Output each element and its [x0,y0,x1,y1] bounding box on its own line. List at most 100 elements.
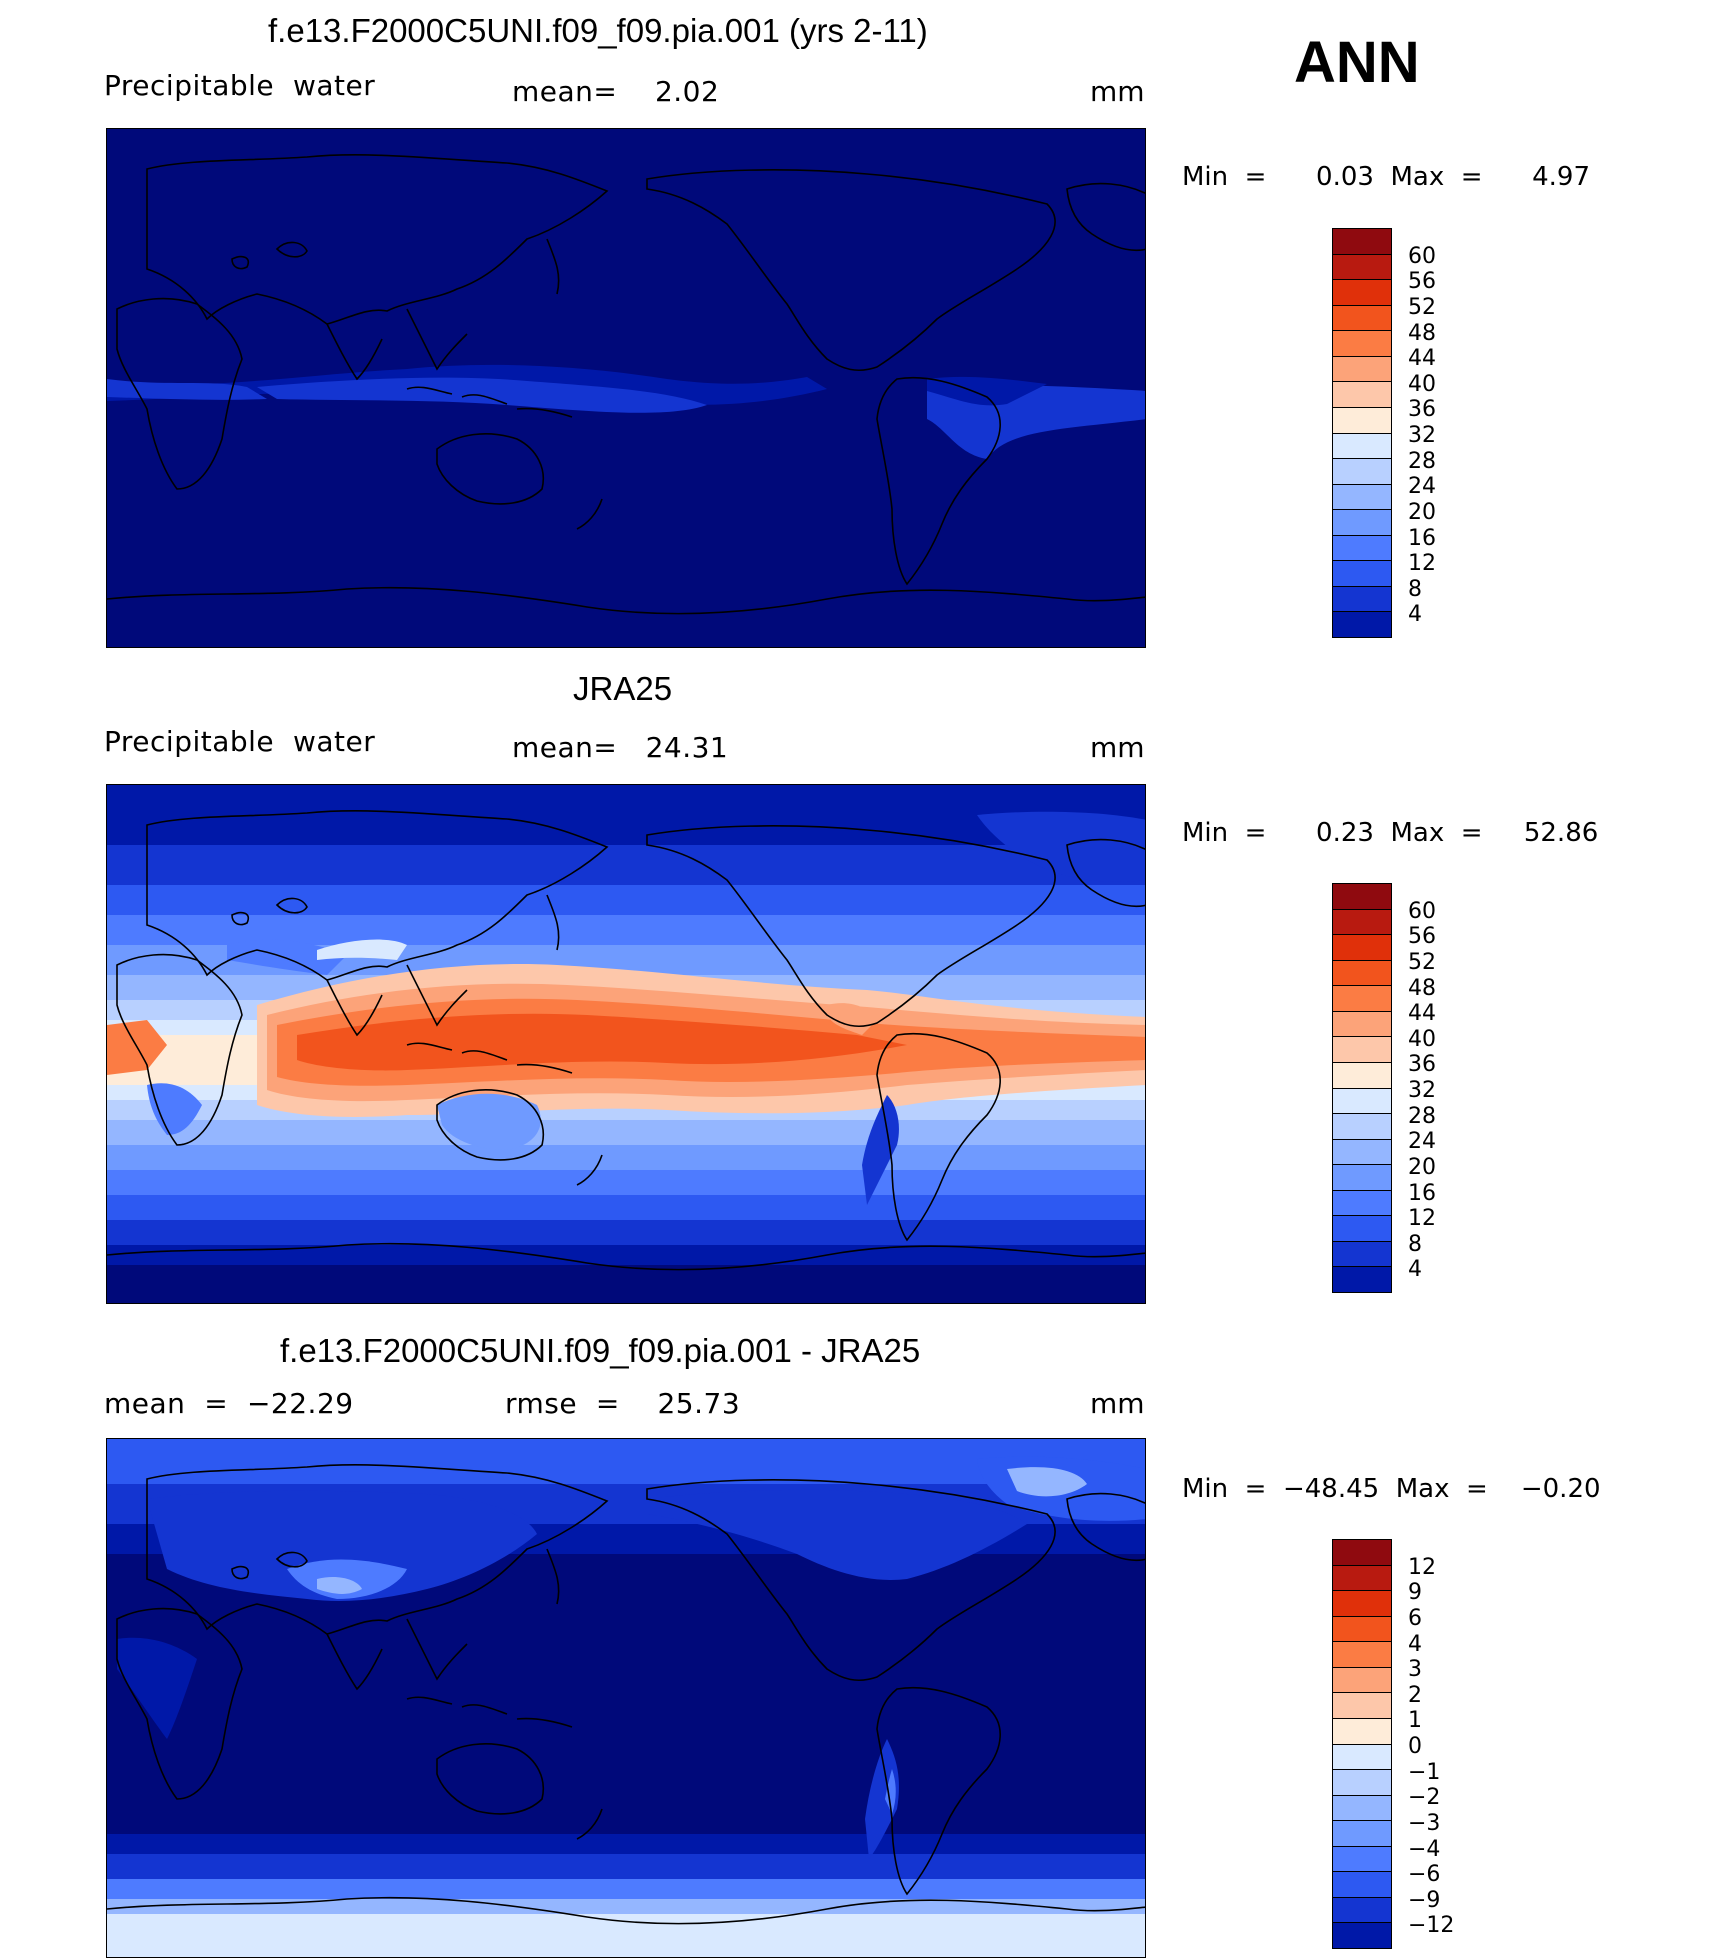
colorbar-swatch [1333,1010,1391,1037]
colorbar-label: 56 [1408,924,1436,950]
colorbar-label: 32 [1408,1078,1436,1103]
colorbar-swatch [1333,1215,1391,1241]
colorbar-swatch [1333,1590,1391,1616]
colorbar-swatch [1333,330,1391,356]
colorbar-swatch [1333,1871,1391,1897]
colorbar-label: 16 [1408,1180,1436,1206]
colorbar-swatch [1333,1769,1391,1795]
colorbar-swatch [1333,985,1391,1011]
colorbar-swatch [1333,534,1391,561]
panel1-variable-label: Precipitable water [104,69,376,102]
colorbar-swatch [1333,1240,1391,1267]
colorbar-swatch [1333,1641,1391,1667]
colorbar-label: 0 [1408,1734,1422,1759]
colorbar-swatch [1333,1743,1391,1770]
panel1-minmax: Min = 0.03 Max = 4.97 [1182,162,1591,192]
colorbar-swatch [1333,884,1391,909]
colorbar-swatch [1333,585,1391,612]
colorbar-swatch [1333,1692,1391,1718]
panel2-units: mm [1090,731,1145,764]
colorbar-swatch [1333,959,1391,986]
colorbar-swatch [1333,406,1391,433]
colorbar-label: 8 [1408,1231,1422,1257]
panel3-coastlines [107,1464,1145,1925]
colorbar-label: 60 [1408,243,1436,269]
panel2-minmax: Min = 0.23 Max = 52.86 [1182,818,1599,848]
panel3-units: mm [1090,1387,1145,1420]
colorbar-label: 24 [1408,1129,1436,1155]
colorbar-label: 40 [1408,1026,1436,1052]
panel2-coastlines [107,810,1145,1271]
colorbar-swatch [1333,560,1391,586]
colorbar-label: 28 [1408,1103,1436,1129]
colorbar-label: −1 [1408,1759,1441,1785]
colorbar-swatch [1333,908,1391,935]
colorbar-swatch [1333,1820,1391,1846]
colorbar-label: 16 [1408,525,1436,551]
colorbar-swatch [1333,611,1391,637]
panel1-units: mm [1090,75,1145,108]
panel3-title: f.e13.F2000C5UNI.f09_f09.pia.001 - JRA25 [280,1332,921,1369]
colorbar-swatch [1333,381,1391,407]
colorbar-label: 52 [1408,294,1436,320]
colorbar-swatch [1333,229,1391,254]
colorbar-label: 4 [1408,602,1422,628]
colorbar-swatch [1333,355,1391,382]
panel2-map [106,784,1146,1304]
panel1-colorbar-labels: 60 56 52 48 44 40 36 32 28 24 20 16 12 8 4 [1408,228,1488,638]
panel1-map [106,128,1146,648]
colorbar-label: −6 [1408,1862,1441,1888]
colorbar-swatch [1333,1138,1391,1165]
colorbar-swatch [1333,1087,1391,1114]
panel1-colorbar [1332,228,1392,638]
panel1-coastlines [107,154,1145,615]
colorbar-label: 52 [1408,949,1436,975]
colorbar-label: −4 [1408,1836,1441,1862]
colorbar-label: 12 [1408,551,1436,577]
colorbar-label: 4 [1408,1631,1422,1657]
colorbar-label: 60 [1408,898,1436,924]
colorbar-label: 12 [1408,1554,1436,1580]
colorbar-swatch [1333,458,1391,484]
colorbar-swatch [1333,1266,1391,1292]
colorbar-swatch [1333,279,1391,305]
colorbar-swatch [1333,509,1391,535]
panel3-rmse-label: rmse = 25.73 [505,1387,741,1420]
colorbar-label: 3 [1408,1657,1422,1683]
colorbar-label: 4 [1408,1257,1422,1283]
colorbar-swatch [1333,1666,1391,1693]
season-label: ANN [1294,30,1420,95]
colorbar-label: 44 [1408,346,1436,372]
colorbar-swatch [1333,1189,1391,1216]
colorbar-swatch [1333,483,1391,510]
colorbar-label: 24 [1408,474,1436,500]
panel2-variable-label: Precipitable water [104,725,376,758]
colorbar-label: −9 [1408,1887,1441,1913]
colorbar-label: 48 [1408,320,1436,346]
colorbar-swatch [1333,1794,1391,1821]
colorbar-swatch [1333,934,1391,960]
panel2-colorbar [1332,883,1392,1293]
panel3-colorbar-labels: 12 9 6 4 3 2 1 0 −1 −2 −3 −4 −6 −9 −12 [1408,1539,1488,1949]
colorbar-swatch [1333,1061,1391,1088]
colorbar-swatch [1333,1113,1391,1139]
colorbar-label: 6 [1408,1605,1422,1631]
panel3-map [106,1438,1146,1958]
colorbar-swatch [1333,1564,1391,1591]
colorbar-swatch [1333,1717,1391,1744]
colorbar-swatch [1333,304,1391,331]
colorbar-label: 12 [1408,1206,1436,1232]
colorbar-swatch [1333,1540,1391,1565]
colorbar-label: −12 [1408,1913,1455,1939]
colorbar-label: 44 [1408,1001,1436,1027]
colorbar-label: 20 [1408,499,1436,525]
colorbar-label: 36 [1408,397,1436,423]
colorbar-swatch [1333,1922,1391,1948]
colorbar-label: 56 [1408,269,1436,295]
colorbar-swatch [1333,253,1391,280]
colorbar-label: 1 [1408,1708,1422,1734]
colorbar-swatch [1333,1036,1391,1062]
colorbar-label: 8 [1408,576,1422,602]
colorbar-label: −2 [1408,1785,1441,1811]
colorbar-swatch [1333,1896,1391,1923]
